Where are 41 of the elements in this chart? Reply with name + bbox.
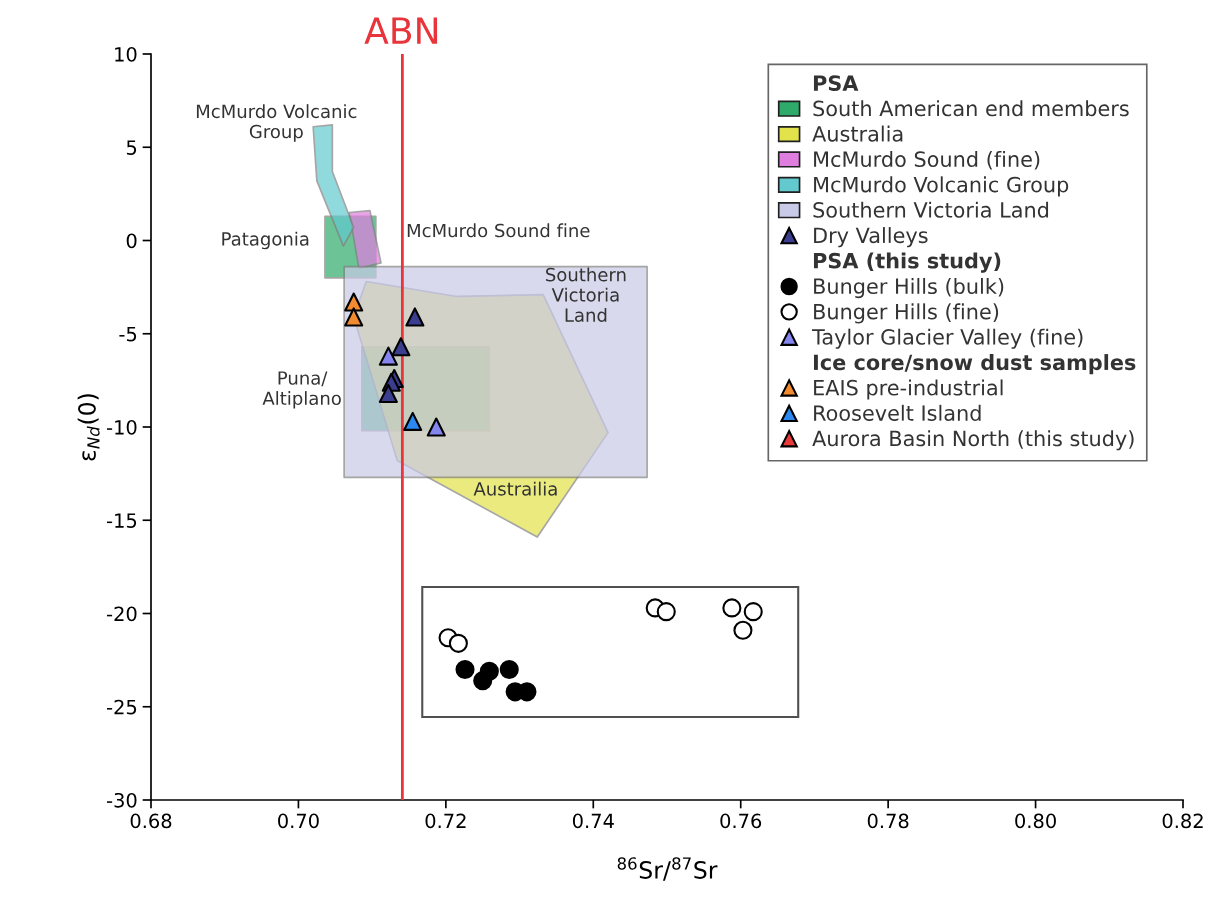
- annotation: Austrailia: [473, 481, 557, 496]
- x-tick-label: 0.82: [1162, 813, 1203, 829]
- x-tick-label: 0.80: [1015, 813, 1056, 829]
- y-tick-label: -10: [107, 419, 137, 435]
- y-tick-label: 10: [115, 46, 137, 62]
- legend-label: Aurora Basin North (this study): [812, 430, 1134, 451]
- annotation: Southern Victoria Land: [546, 267, 626, 322]
- legend-label: Bunger Hills (bulk): [814, 277, 1004, 299]
- y-tick-label: -15: [107, 513, 137, 528]
- annotation: McMurdo Volcanic Group: [196, 104, 357, 142]
- legend-label: South American end members: [813, 100, 1129, 117]
- x-tick-label: 0.72: [425, 813, 466, 829]
- y-tick-label: -25: [107, 699, 137, 715]
- annotation: Puna/ Altiplano: [262, 371, 341, 409]
- y-tick-label: 5: [126, 140, 137, 155]
- legend-label: McMurdo Sound (fine): [814, 150, 1040, 170]
- x-tick-label: 0.70: [278, 813, 319, 829]
- y-tick-label: -5: [119, 326, 137, 342]
- legend-label: Southern Victoria Land: [813, 201, 1049, 218]
- legend-label: Australia: [812, 125, 903, 142]
- legend-label: Taylor Glacier Valley (fine): [811, 328, 1083, 349]
- legend-label: EAIS pre-industrial: [814, 379, 1003, 400]
- annotation: PSA: [813, 75, 859, 91]
- x-tick-label: 0.68: [130, 813, 172, 829]
- annotation: McMurdo Sound fine: [407, 223, 590, 238]
- x-tick-label: 0.76: [720, 813, 762, 829]
- annotation: Ice core/snow dust samples: [813, 354, 1136, 375]
- x-tick-label: 0.78: [867, 813, 909, 829]
- legend-label: McMurdo Volcanic Group: [814, 176, 1069, 197]
- x-axis-title: $^{86}$Sr/$^{87}$Sr: [617, 857, 718, 881]
- annotation: PSA (this study): [813, 252, 1001, 273]
- legend-label: Roosevelt Island: [814, 404, 981, 421]
- legend-label: Dry Valleys: [814, 227, 928, 248]
- x-tick-label: 0.74: [572, 813, 614, 829]
- y-tick-label: -20: [107, 606, 137, 622]
- ref-line-label: ABN: [364, 17, 438, 44]
- y-axis-title: ε$_{Nd}$(0): [77, 394, 100, 461]
- y-tick-label: 0: [126, 233, 137, 249]
- legend-label: Bunger Hills (fine): [814, 303, 999, 324]
- annotation: Patagonia: [222, 231, 309, 250]
- y-tick-label: -30: [107, 792, 137, 808]
